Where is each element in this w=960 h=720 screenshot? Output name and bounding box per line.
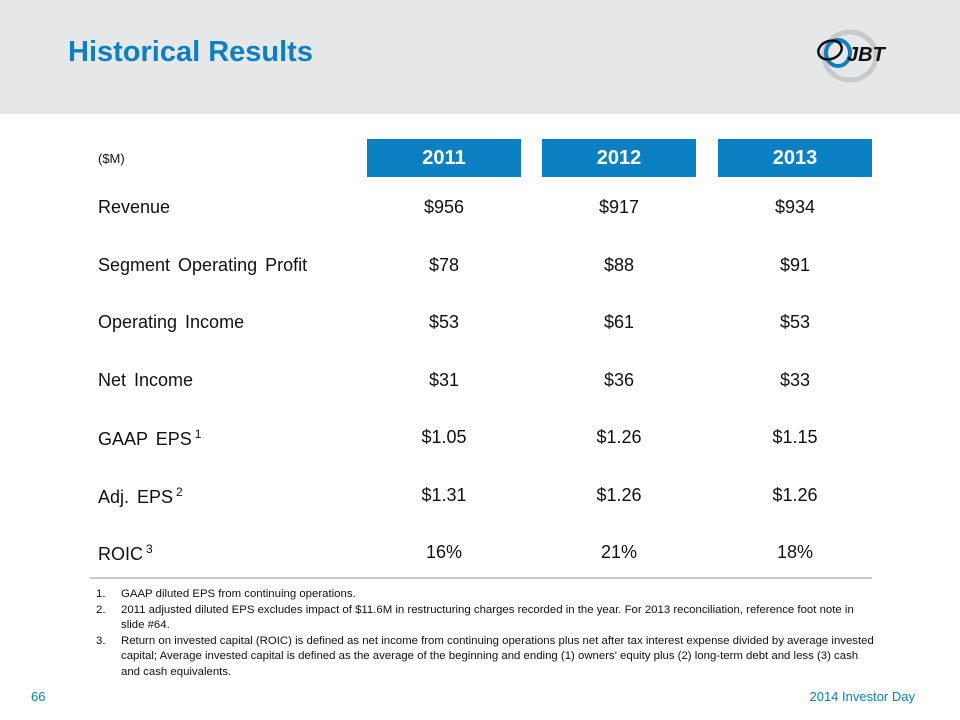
row-label: ROIC 3	[98, 542, 153, 565]
footnote-text: GAAP diluted EPS from continuing operati…	[121, 588, 356, 600]
row-label: Operating Income	[98, 312, 244, 333]
footnote-ref: 1	[194, 427, 202, 441]
row-label: Revenue	[98, 197, 170, 218]
table-cell: $1.26	[596, 427, 642, 447]
table-cell: $53	[428, 312, 460, 332]
footnotes: 1. GAAP diluted EPS from continuing oper…	[96, 587, 876, 681]
year-header-2011: 2011	[367, 139, 521, 177]
table-cell: $956	[423, 197, 465, 217]
svg-text:JBT: JBT	[847, 44, 887, 66]
unit-label: ($M)	[98, 151, 125, 166]
footer-event-label: 2014 Investor Day	[809, 689, 915, 704]
table-bottom-divider	[90, 577, 872, 579]
footnote-1: 1. GAAP diluted EPS from continuing oper…	[96, 587, 876, 603]
footnote-number: 2.	[96, 603, 106, 616]
table-cell: $78	[428, 254, 460, 275]
table-cell: $1.05	[421, 427, 467, 447]
table-cell: $36	[603, 369, 635, 390]
row-label: Net Income	[98, 370, 193, 391]
footnote-ref: 3	[146, 542, 153, 556]
page-number: 66	[31, 689, 46, 704]
table-cell: $61	[603, 312, 635, 332]
slide-header: Historical Results JBT	[0, 0, 960, 114]
table-cell: $934	[774, 197, 816, 217]
table-cell: 16%	[425, 542, 463, 562]
table-cell: $33	[779, 369, 811, 390]
row-label-text: ROIC	[98, 544, 143, 564]
row-label: GAAP EPS 1	[98, 427, 201, 450]
footnote-text: 2011 adjusted diluted EPS excludes impac…	[121, 603, 854, 632]
slide-title: Historical Results	[68, 36, 313, 68]
footnote-2: 2. 2011 adjusted diluted EPS excludes im…	[96, 603, 876, 634]
table-cell: $1.26	[772, 484, 818, 505]
table-cell: $1.26	[596, 484, 642, 505]
year-header-2012: 2012	[542, 139, 696, 177]
footnote-number: 3.	[96, 634, 106, 647]
footnote-ref: 2	[176, 484, 183, 499]
row-label-text: Operating Income	[98, 312, 245, 332]
footnote-3: 3. Return on invested capital (ROIC) is …	[96, 634, 876, 681]
table-cell: 18%	[776, 542, 814, 562]
table-cell: $91	[779, 254, 811, 275]
table-cell: $1.15	[772, 427, 818, 447]
row-label-text: Segment Operating Profit	[98, 254, 308, 275]
row-label: Adj. EPS 2	[98, 485, 183, 508]
table-cell: $88	[603, 254, 635, 275]
row-label-text: Adj. EPS	[98, 486, 174, 507]
row-label-text: Net Income	[98, 369, 194, 390]
row-label-text: GAAP EPS	[98, 429, 192, 449]
table-cell: $31	[428, 369, 460, 390]
row-label-text: Revenue	[98, 197, 171, 217]
table-cell: 21%	[600, 542, 638, 562]
table-cell: $53	[779, 312, 811, 332]
table-cell: $917	[598, 197, 640, 217]
row-label: Segment Operating Profit	[98, 255, 307, 276]
footnote-number: 1.	[96, 588, 106, 600]
jbt-logo-icon: JBT	[817, 29, 887, 83]
table-cell: $1.31	[421, 484, 467, 505]
year-header-2013: 2013	[718, 139, 872, 177]
footnote-text: Return on invested capital (ROIC) is def…	[121, 634, 874, 678]
